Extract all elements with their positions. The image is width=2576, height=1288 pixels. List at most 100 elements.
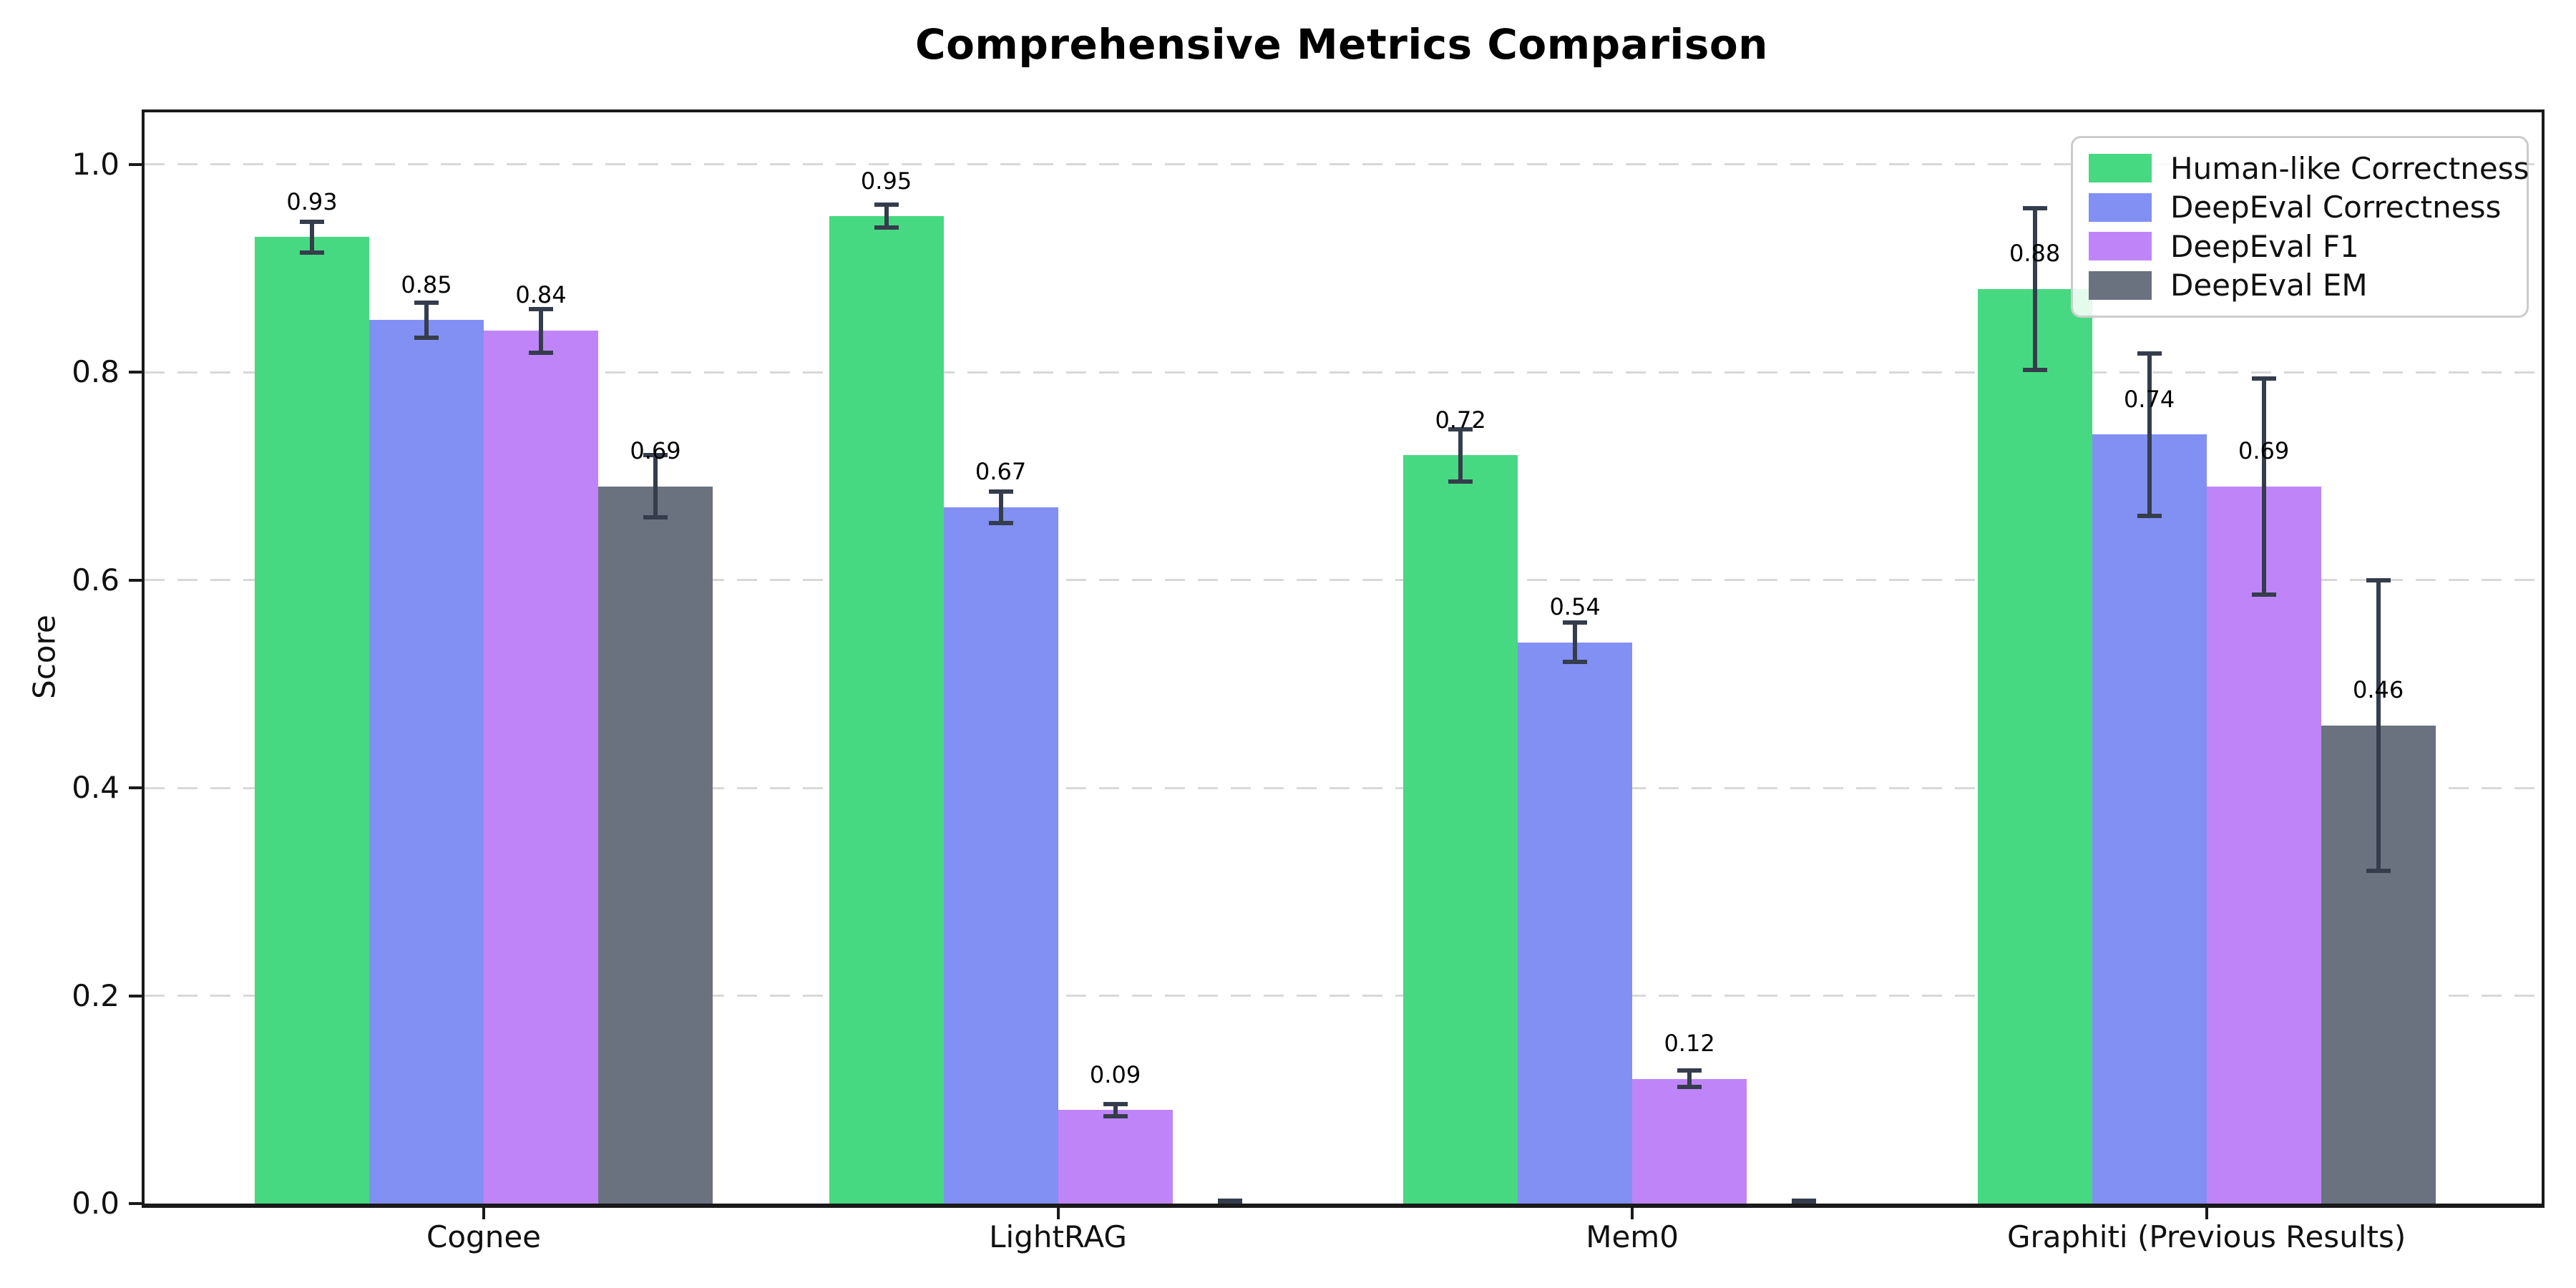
error-bar-line — [2261, 378, 2266, 595]
x-tick-label-0: Cognee — [426, 1219, 541, 1254]
error-bar-cap-bottom — [300, 250, 325, 255]
error-bar-cap-top — [529, 306, 554, 311]
bar-value-label: 0.93 — [286, 187, 338, 215]
y-tick-label: 0.0 — [72, 1186, 119, 1221]
bar — [1058, 1110, 1173, 1204]
error-bar-cap-top — [1103, 1101, 1128, 1106]
x-tick-mark — [1056, 1208, 1060, 1219]
error-bar-cap-bottom — [2251, 592, 2276, 597]
bar — [1977, 288, 2092, 1204]
legend-label-0: Human-like Correctness — [2170, 150, 2529, 186]
error-bar-line — [653, 455, 658, 518]
y-tick-mark — [129, 994, 142, 997]
bar-value-label: 0.88 — [2009, 240, 2061, 268]
bar — [369, 320, 484, 1204]
legend-swatch-1 — [2089, 192, 2152, 222]
bar-value-label: 0.54 — [1549, 593, 1601, 621]
error-bar-cap-top — [988, 489, 1013, 494]
y-axis-label: Score — [26, 615, 62, 699]
x-tick-label-2: Mem0 — [1586, 1219, 1679, 1254]
error-bar-cap-top — [2251, 376, 2276, 381]
gridline — [145, 579, 2542, 582]
y-tick-label: 1.0 — [72, 146, 119, 182]
y-tick-mark — [129, 578, 142, 582]
error-bar-line — [2032, 208, 2037, 371]
error-bar-cap-bottom — [874, 225, 899, 230]
bar-value-label: 0.74 — [2123, 385, 2175, 413]
bar-value-label: 0.95 — [860, 167, 912, 195]
legend-item-3: DeepEval EM — [2089, 267, 2519, 304]
bar-value-label: 0.72 — [1435, 406, 1486, 434]
error-bar-cap-bottom — [1448, 479, 1473, 484]
error-bar-line — [424, 302, 429, 338]
error-bar-cap-top — [1563, 620, 1588, 625]
error-bar-cap-zero — [1792, 1199, 1817, 1204]
error-bar-line — [884, 205, 889, 228]
error-bar-cap-top — [414, 300, 439, 305]
error-bar-line — [1113, 1103, 1118, 1116]
legend-label-1: DeepEval Correctness — [2170, 190, 2502, 225]
bar-value-label: 0.67 — [975, 458, 1027, 486]
bar — [255, 237, 370, 1204]
y-tick-mark — [129, 1202, 142, 1205]
error-bar-cap-bottom — [988, 520, 1013, 525]
bar — [2206, 486, 2321, 1204]
error-bar-cap-bottom — [414, 336, 439, 341]
error-bar-cap-top — [300, 219, 325, 224]
error-bar-cap-bottom — [643, 515, 668, 520]
bar — [484, 331, 599, 1204]
bar — [1403, 455, 1518, 1204]
legend-swatch-0 — [2089, 154, 2152, 182]
bar-value-label: 0.84 — [515, 281, 567, 309]
y-tick-label: 0.8 — [72, 354, 119, 390]
error-bar-cap-bottom — [1103, 1114, 1128, 1118]
error-bar-cap-top — [874, 203, 899, 208]
error-bar-line — [310, 221, 315, 253]
error-bar-cap-top — [1448, 426, 1473, 431]
gridline — [145, 995, 2542, 997]
error-bar-line — [2147, 353, 2152, 516]
error-bar-cap-bottom — [1677, 1085, 1702, 1090]
error-bar-line — [1573, 623, 1578, 663]
x-tick-mark — [482, 1208, 486, 1219]
bar — [943, 507, 1058, 1204]
y-tick-mark — [129, 786, 142, 790]
error-bar-cap-top — [2022, 205, 2047, 210]
error-bar-cap-top — [1677, 1068, 1702, 1073]
legend-item-1: DeepEval Correctness — [2089, 189, 2519, 226]
error-bar-line — [998, 492, 1003, 523]
legend-swatch-2 — [2089, 232, 2152, 261]
y-tick-label: 0.6 — [72, 562, 119, 597]
error-bar-cap-bottom — [2137, 513, 2162, 518]
plot-area: 0.93 0.95 0.72 0.88 0.85 0.67 0.54 0.74 0.84 0.09… — [72, 109, 2545, 1254]
error-bar-line — [539, 308, 544, 353]
x-tick-mark — [2205, 1208, 2208, 1219]
gridline — [145, 371, 2542, 374]
error-bar-cap-zero — [1217, 1199, 1242, 1204]
legend-label-3: DeepEval EM — [2170, 268, 2368, 303]
x-tick-label-3: Graphiti (Previous Results) — [2006, 1219, 2406, 1254]
bar-value-label: 0.46 — [2352, 676, 2404, 704]
bar-value-label: 0.12 — [1664, 1030, 1715, 1058]
legend-label-2: DeepEval F1 — [2170, 228, 2359, 264]
x-tick-label-1: LightRAG — [989, 1219, 1127, 1254]
y-tick-label: 0.2 — [72, 977, 119, 1013]
error-bar-cap-bottom — [2022, 368, 2047, 373]
error-bar-cap-bottom — [2366, 869, 2391, 874]
bar-value-label: 0.85 — [401, 270, 452, 298]
error-bar-cap-top — [2366, 577, 2391, 582]
error-bar-cap-bottom — [1563, 660, 1588, 665]
bar-value-label: 0.69 — [630, 437, 681, 465]
error-bar-cap-top — [643, 453, 668, 458]
bar — [1632, 1078, 1747, 1204]
gridline — [145, 163, 2542, 166]
bar — [1518, 642, 1633, 1204]
bar-value-label: 0.09 — [1089, 1060, 1141, 1088]
error-bar-line — [1687, 1070, 1692, 1088]
bar — [829, 216, 944, 1204]
error-bar-cap-bottom — [529, 350, 554, 355]
bar — [598, 486, 713, 1204]
y-tick-mark — [129, 162, 142, 166]
legend: Human-like Correctness DeepEval Correctne… — [2071, 136, 2529, 318]
